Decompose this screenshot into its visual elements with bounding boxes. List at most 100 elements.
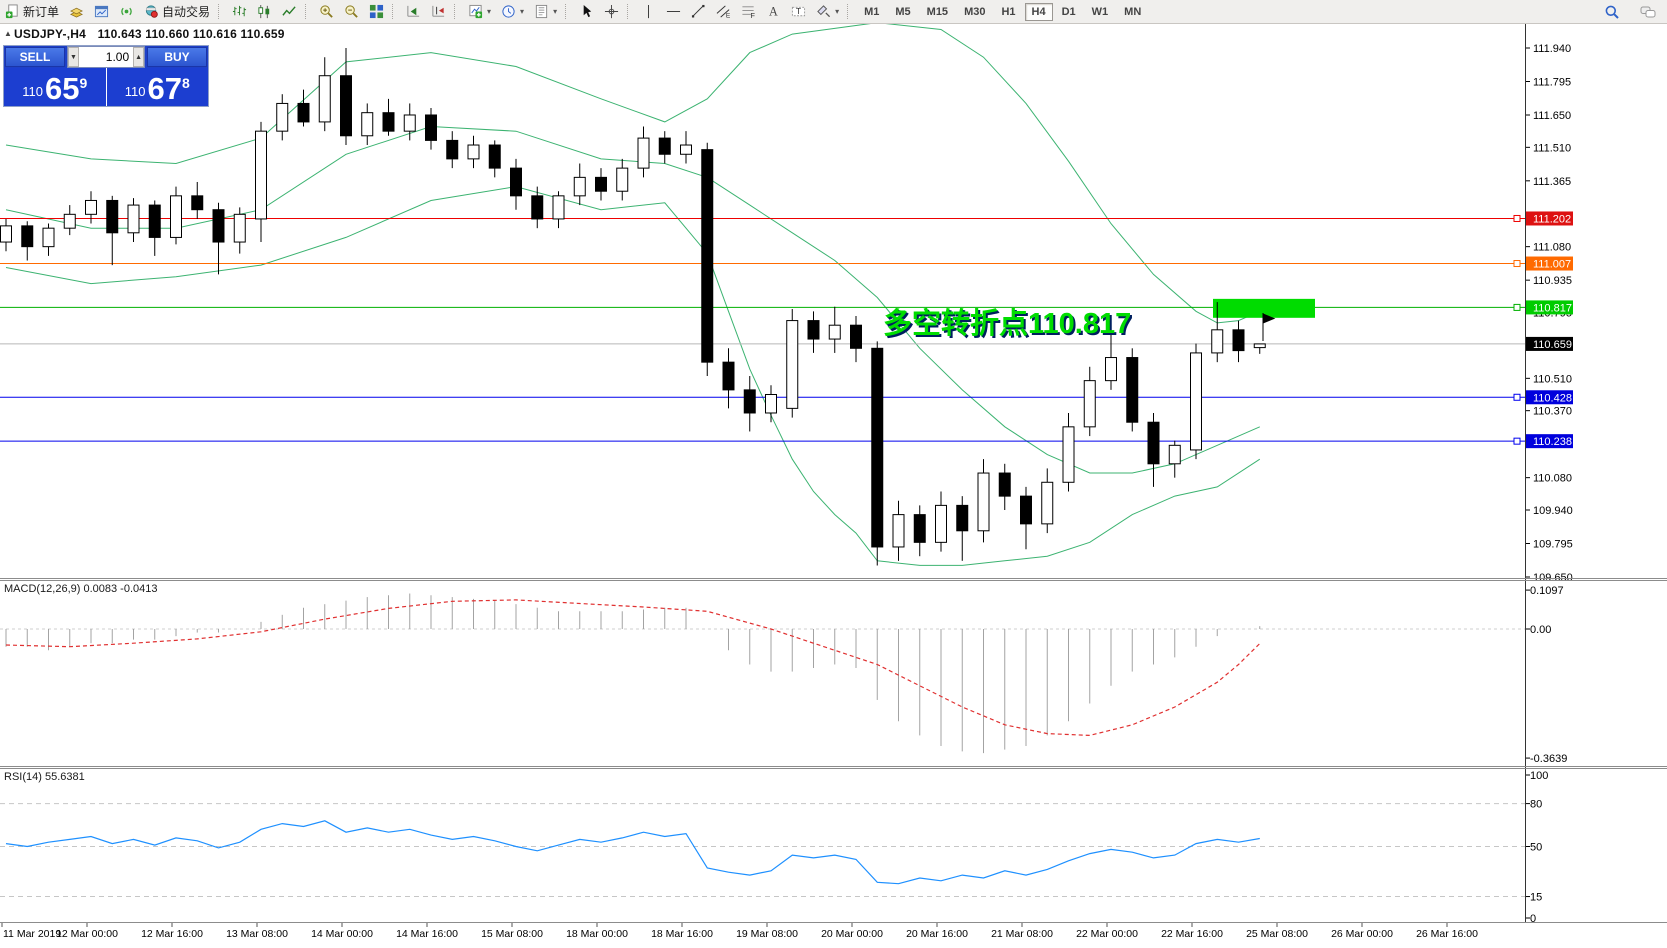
- candle-bull[interactable]: [318, 75, 331, 123]
- bar-chart-button[interactable]: [228, 2, 251, 22]
- candle-bull[interactable]: [467, 144, 480, 160]
- candle-bull[interactable]: [637, 137, 650, 169]
- zoom-in-button[interactable]: [315, 2, 338, 22]
- auto-trading-button[interactable]: 自动交易: [140, 2, 214, 22]
- candle-bull[interactable]: [680, 144, 692, 155]
- candle-bull[interactable]: [892, 514, 905, 548]
- crosshair-button[interactable]: [600, 2, 623, 22]
- candle-bull[interactable]: [552, 195, 565, 220]
- candle-bull[interactable]: [1041, 481, 1054, 525]
- candle-bull[interactable]: [828, 324, 841, 340]
- candle-bear[interactable]: [340, 75, 352, 137]
- candle-bull[interactable]: [276, 102, 289, 132]
- candle-bull[interactable]: [361, 112, 374, 137]
- timeframe-m15-button[interactable]: M15: [920, 3, 955, 21]
- candle-bull[interactable]: [765, 394, 777, 414]
- candlestick-button[interactable]: [253, 2, 276, 22]
- templates-button[interactable]: ▾: [530, 2, 561, 22]
- candle-bull[interactable]: [1190, 352, 1202, 451]
- candle-bull[interactable]: [42, 227, 55, 248]
- candle-bear[interactable]: [871, 347, 884, 548]
- candle-bull[interactable]: [85, 199, 97, 215]
- highlight-rectangle[interactable]: [1213, 298, 1315, 318]
- layers-button[interactable]: [65, 2, 88, 22]
- candle-bull[interactable]: [616, 167, 629, 192]
- vertical-line-button[interactable]: [637, 2, 660, 22]
- candle-bear[interactable]: [1020, 495, 1032, 525]
- candle-bear[interactable]: [998, 472, 1011, 497]
- candle-bear[interactable]: [425, 114, 437, 141]
- candle-bear[interactable]: [488, 144, 501, 169]
- candle-bear[interactable]: [106, 199, 119, 234]
- candle-bull[interactable]: [127, 204, 140, 234]
- candle-bull[interactable]: [0, 225, 12, 243]
- candle-bear[interactable]: [956, 504, 969, 532]
- candle-bear[interactable]: [1147, 421, 1160, 465]
- candle-bear[interactable]: [510, 167, 522, 197]
- sell-button[interactable]: SELL: [5, 47, 65, 67]
- candle-bear[interactable]: [1232, 329, 1245, 352]
- candle-bear[interactable]: [212, 209, 225, 243]
- candle-bull[interactable]: [63, 213, 76, 229]
- timeframe-w1-button[interactable]: W1: [1085, 3, 1116, 21]
- label-button[interactable]: T: [787, 2, 810, 22]
- candle-bull[interactable]: [1168, 444, 1181, 465]
- candle-bull[interactable]: [786, 320, 799, 409]
- auto-scroll-button[interactable]: [402, 2, 425, 22]
- volume-down-button[interactable]: ▼: [68, 47, 79, 67]
- tile-windows-button[interactable]: [365, 2, 388, 22]
- timeframe-m1-button[interactable]: M1: [857, 3, 886, 21]
- buy-price[interactable]: 110 67 8: [106, 68, 208, 106]
- trendline-button[interactable]: [687, 2, 710, 22]
- indicators-button[interactable]: ▾: [464, 2, 495, 22]
- candle-bull[interactable]: [1211, 329, 1224, 354]
- candle-bull[interactable]: [1105, 357, 1117, 382]
- candle-bull[interactable]: [233, 213, 246, 243]
- volume-up-button[interactable]: ▲: [133, 47, 145, 67]
- arrows-button[interactable]: ▾: [812, 2, 843, 22]
- chart-shift-button[interactable]: [427, 2, 450, 22]
- candle-bull[interactable]: [977, 472, 990, 532]
- channel-button[interactable]: E: [712, 2, 735, 22]
- candle-bear[interactable]: [807, 320, 820, 340]
- candle-bear[interactable]: [297, 102, 310, 123]
- candle-bull[interactable]: [1062, 426, 1075, 483]
- candle-bear[interactable]: [658, 137, 671, 155]
- candle-bear[interactable]: [191, 195, 204, 211]
- new-order-button[interactable]: 新订单: [1, 2, 63, 22]
- market-watch-button[interactable]: [90, 2, 113, 22]
- candle-bear[interactable]: [148, 204, 161, 238]
- sell-price[interactable]: 110 65 9: [4, 68, 106, 106]
- candle-bull[interactable]: [170, 195, 182, 238]
- horizontal-line-button[interactable]: [662, 2, 685, 22]
- timeframe-h1-button[interactable]: H1: [994, 3, 1022, 21]
- periods-button[interactable]: ▾: [497, 2, 528, 22]
- candle-bear[interactable]: [382, 112, 395, 132]
- candle-bear[interactable]: [595, 176, 607, 192]
- volume-input[interactable]: [78, 47, 134, 67]
- buy-button[interactable]: BUY: [147, 47, 207, 67]
- candle-bull[interactable]: [255, 130, 267, 220]
- timeframe-h4-button[interactable]: H4: [1024, 2, 1053, 21]
- zoom-out-button[interactable]: [340, 2, 363, 22]
- candle-bear[interactable]: [722, 361, 735, 391]
- collapse-icon[interactable]: ▲: [4, 29, 12, 38]
- candle-bear[interactable]: [701, 149, 714, 363]
- candle-bull[interactable]: [935, 504, 947, 543]
- line-chart-button[interactable]: [278, 2, 301, 22]
- fibonacci-button[interactable]: F: [737, 2, 760, 22]
- timeframe-m5-button[interactable]: M5: [888, 3, 917, 21]
- candle-bear[interactable]: [743, 389, 756, 414]
- candle-bear[interactable]: [21, 225, 34, 248]
- candle-bear[interactable]: [1126, 357, 1139, 423]
- timeframe-d1-button[interactable]: D1: [1055, 3, 1083, 21]
- candle-bear[interactable]: [850, 324, 862, 349]
- candle-bull[interactable]: [1083, 380, 1096, 428]
- candle-bear[interactable]: [531, 195, 544, 220]
- candle-bull[interactable]: [1253, 343, 1266, 349]
- candle-bull[interactable]: [573, 176, 586, 197]
- search-button[interactable]: [1600, 2, 1624, 22]
- chat-button[interactable]: [1636, 2, 1660, 22]
- candle-bear[interactable]: [446, 139, 459, 160]
